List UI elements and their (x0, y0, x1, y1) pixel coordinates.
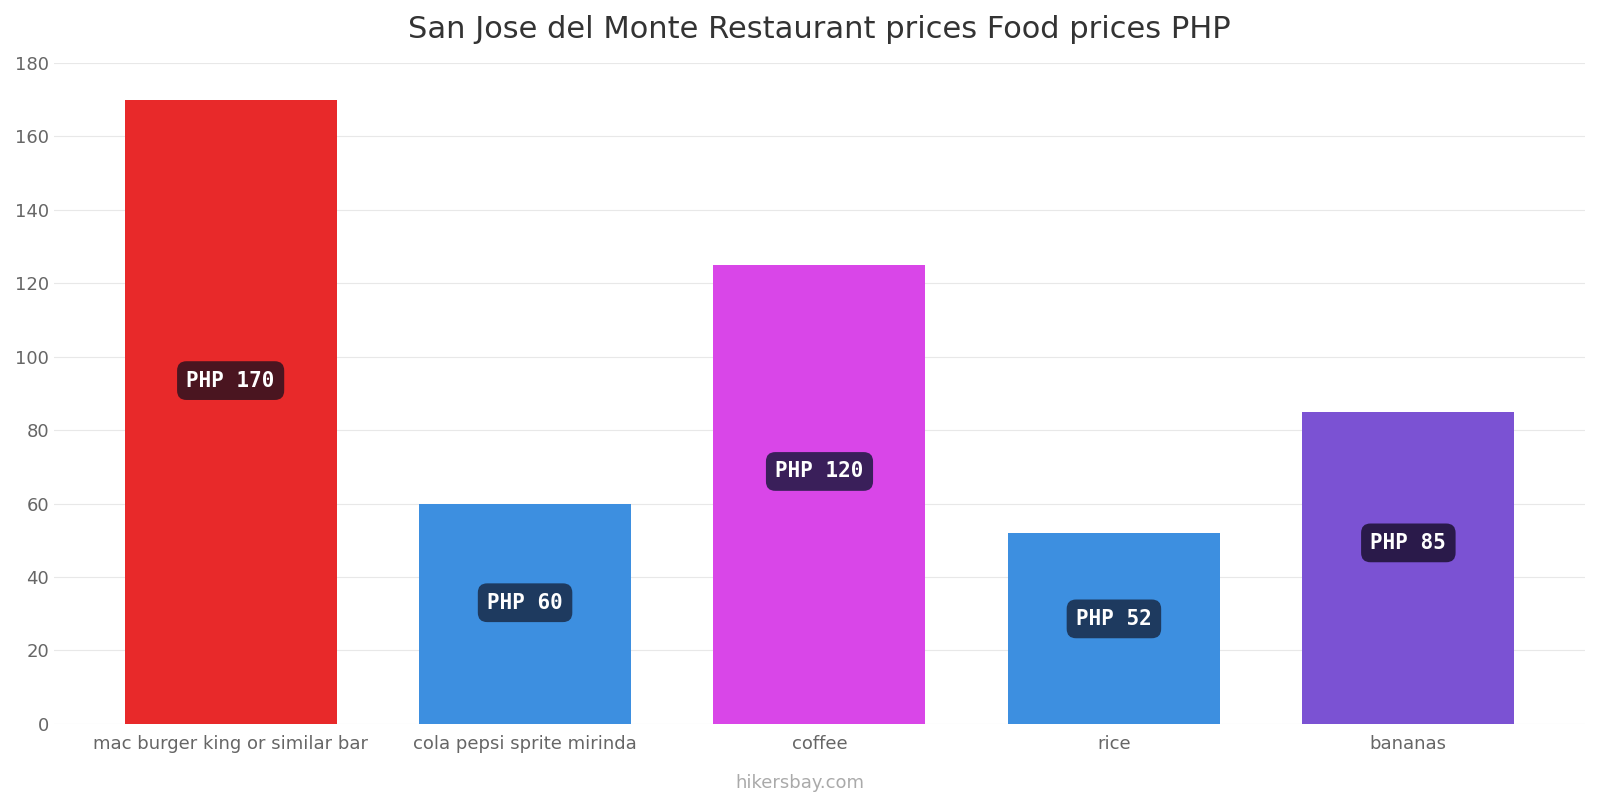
Bar (419, 503, 630, 724)
Text: PHP 52: PHP 52 (1077, 609, 1152, 629)
Text: PHP 170: PHP 170 (187, 370, 275, 390)
Title: San Jose del Monte Restaurant prices Food prices PHP: San Jose del Monte Restaurant prices Foo… (408, 15, 1230, 44)
Text: PHP 60: PHP 60 (486, 593, 563, 613)
Text: PHP 85: PHP 85 (1371, 533, 1446, 553)
Bar (714, 265, 925, 724)
Text: hikersbay.com: hikersbay.com (736, 774, 864, 792)
Bar (1008, 533, 1219, 724)
Text: PHP 120: PHP 120 (776, 462, 864, 482)
Bar (1302, 412, 1514, 724)
Bar (125, 100, 336, 724)
